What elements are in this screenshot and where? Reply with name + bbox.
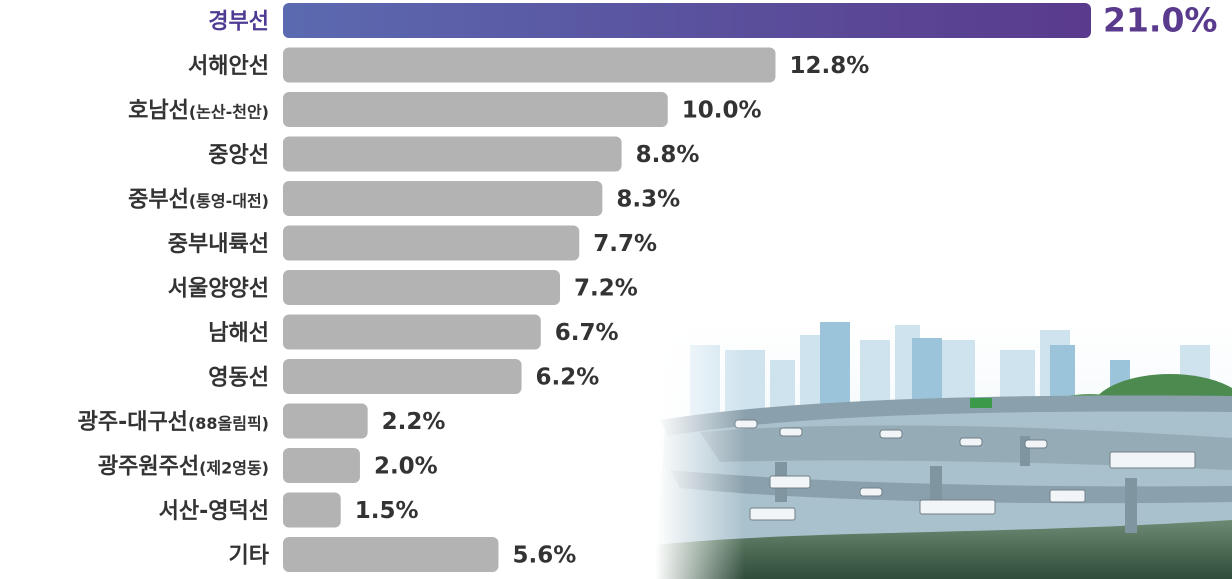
category-main-10: 광주원주선 <box>98 455 199 480</box>
category-label-6: 서울양양선 <box>168 277 269 302</box>
value-label-10: 2.0% <box>374 454 438 480</box>
category-main-1: 서해안선 <box>188 54 269 79</box>
category-label-0: 경부선 <box>208 10 269 35</box>
category-sub-9: (88올림픽) <box>188 414 269 433</box>
bar-3 <box>283 136 622 172</box>
category-main-9: 광주-대구선 <box>78 410 188 435</box>
bar-5 <box>283 225 580 261</box>
category-label-2: 호남선(논산-천안) <box>128 99 269 124</box>
bar-2 <box>283 92 668 127</box>
bar-7 <box>283 314 541 350</box>
bar-4 <box>283 181 603 216</box>
category-main-12: 기타 <box>229 544 270 569</box>
category-main-6: 서울양양선 <box>168 277 269 302</box>
category-label-7: 남해선 <box>208 321 269 346</box>
value-labels: 21.0% 12.8% 10.0% 8.8% 8.3% 7.7% 7.2% 6.7% 6.2% 2… <box>355 1 1218 569</box>
bar-8 <box>283 359 522 394</box>
category-main-7: 남해선 <box>208 321 269 346</box>
value-label-8: 6.2% <box>536 365 600 391</box>
category-label-5: 중부내륙선 <box>168 232 269 257</box>
value-label-1: 12.8% <box>789 53 869 79</box>
value-label-11: 1.5% <box>355 498 419 524</box>
category-label-1: 서해안선 <box>188 54 269 79</box>
category-label-3: 중앙선 <box>208 143 269 168</box>
value-label-3: 8.8% <box>636 142 700 168</box>
value-label-7: 6.7% <box>555 320 619 346</box>
category-label-12: 기타 <box>229 544 270 569</box>
value-label-9: 2.2% <box>382 409 446 435</box>
value-label-4: 8.3% <box>616 187 680 213</box>
value-label-5: 7.7% <box>593 231 657 257</box>
bar-11 <box>283 492 341 528</box>
category-label-11: 서산-영덕선 <box>159 499 269 524</box>
category-main-3: 중앙선 <box>208 143 269 168</box>
category-label-4: 중부선(통영-대전) <box>128 188 269 213</box>
category-main-0: 경부선 <box>208 10 269 35</box>
bar-10 <box>283 448 360 483</box>
value-label-2: 10.0% <box>682 98 762 124</box>
bar-1 <box>283 47 776 83</box>
category-main-11: 서산-영덕선 <box>159 499 269 524</box>
bar-6 <box>283 270 561 305</box>
bar-9 <box>283 403 368 439</box>
bar-0 <box>283 3 1091 38</box>
value-label-6: 7.2% <box>574 276 638 302</box>
bar-12 <box>283 537 499 572</box>
category-sub-10: (제2영동) <box>199 459 269 478</box>
category-label-9: 광주-대구선(88올림픽) <box>78 410 269 435</box>
category-main-4: 중부선 <box>128 188 189 213</box>
category-label-8: 영동선 <box>208 366 269 391</box>
category-sub-4: (통영-대전) <box>189 192 269 211</box>
value-label-0: 21.0% <box>1103 1 1218 40</box>
category-label-10: 광주원주선(제2영동) <box>98 455 269 480</box>
category-main-2: 호남선 <box>128 99 189 124</box>
category-main-8: 영동선 <box>208 366 269 391</box>
highway-city-illustration <box>655 320 1232 579</box>
value-label-12: 5.6% <box>512 543 576 569</box>
category-main-5: 중부내륙선 <box>168 232 269 257</box>
bars-group <box>283 3 1091 572</box>
category-sub-2: (논산-천안) <box>189 103 269 122</box>
